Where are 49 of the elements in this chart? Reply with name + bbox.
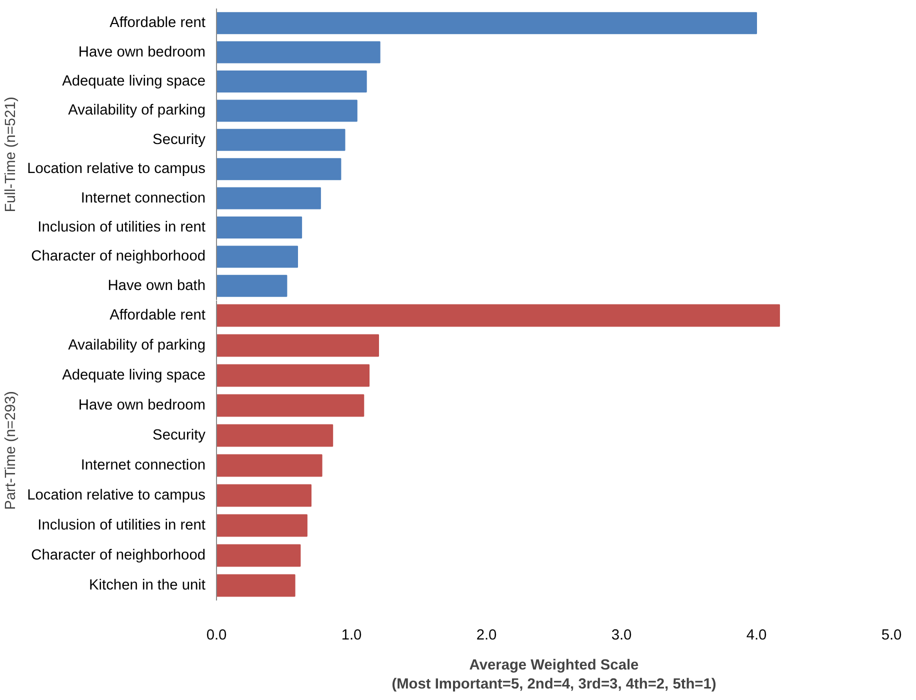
y-tick-label: Security [152, 132, 206, 148]
y-tick-label: Affordable rent [110, 308, 206, 324]
y-tick-label: Internet connection [80, 190, 206, 206]
bar [216, 364, 370, 387]
bar [216, 544, 301, 567]
y-tick-label: Character of neighborhood [31, 248, 206, 265]
bar [216, 246, 298, 268]
bar [216, 454, 322, 477]
bar [216, 304, 780, 327]
bar [216, 158, 342, 180]
y-tick-label: Adequate living space [62, 368, 206, 384]
y-tick-label: Adequate living space [62, 74, 206, 90]
y-tick-label: Have own bedroom [78, 398, 206, 414]
x-tick-label: 4.0 [746, 628, 767, 644]
y-tick-label: Location relative to campus [27, 161, 206, 178]
y-tick-label: Availability of parking [68, 102, 206, 119]
bar [216, 70, 367, 93]
bar [216, 394, 364, 417]
y-tick-label: Have own bath [108, 278, 206, 294]
bar [216, 216, 302, 239]
bar [216, 100, 358, 122]
bar [216, 12, 757, 34]
bar [216, 274, 288, 297]
y-tick-label: Availability of parking [68, 338, 206, 354]
y-axis-title: Part-Time (n=293) [3, 391, 20, 510]
x-tick-label: 2.0 [476, 628, 497, 644]
x-tick-label: 1.0 [341, 628, 362, 644]
x-tick-label: 3.0 [611, 628, 632, 644]
y-tick-label: Have own bedroom [78, 44, 206, 60]
y-tick-label: Affordable rent [110, 15, 206, 32]
bar [216, 334, 379, 357]
bar [216, 187, 321, 210]
y-axis-title: Full-Time (n=521) [3, 96, 20, 212]
y-tick-label: Inclusion of utilities in rent [38, 518, 206, 534]
y-tick-label: Kitchen in the unit [88, 578, 206, 594]
y-tick-label: Character of neighborhood [31, 548, 206, 564]
x-tick-label: 0.0 [206, 628, 227, 644]
bar [216, 574, 296, 597]
bar [216, 484, 312, 507]
x-tick-label: 5.0 [881, 628, 902, 644]
y-tick-label: Security [152, 428, 206, 444]
y-tick-label: Internet connection [80, 458, 206, 474]
bar [216, 128, 346, 151]
x-axis-title: Average Weighted Scale (Most Important=5, 2nd=4, 3rd=3, 4th=2, 5th=1) [392, 658, 716, 693]
bar [216, 514, 308, 537]
y-tick-label: Inclusion of utilities in rent [38, 220, 206, 236]
bar [216, 41, 380, 64]
bar [216, 424, 334, 447]
y-tick-label: Location relative to campus [27, 488, 206, 504]
